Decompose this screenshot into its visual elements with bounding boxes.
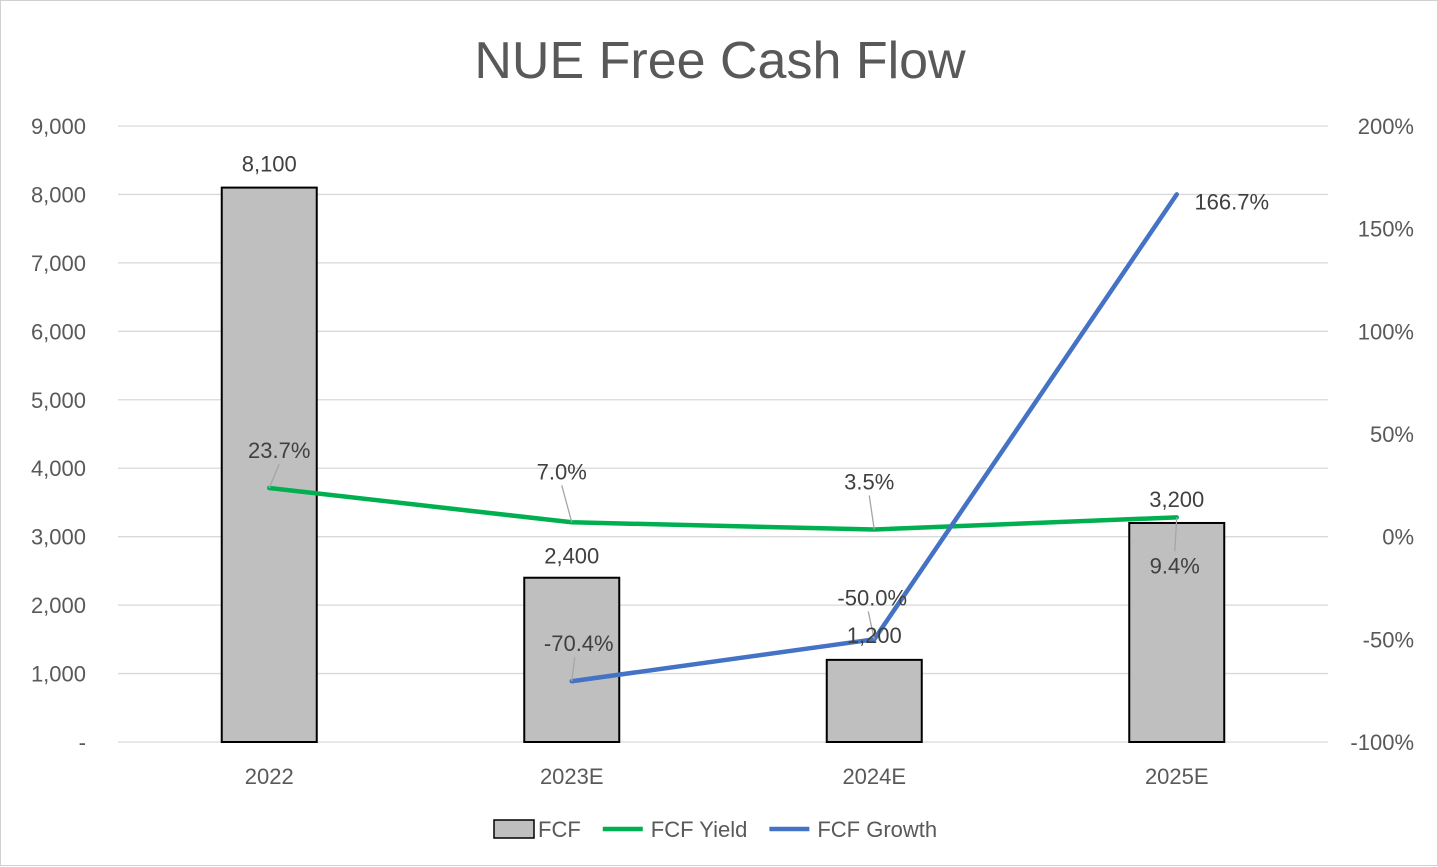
left-tick-label: 3,000 — [31, 525, 86, 550]
legend: FCF FCF Yield FCF Growth — [493, 817, 937, 842]
fcf-yield-data-label: 23.7% — [248, 438, 310, 463]
fcf-yield-data-label: 3.5% — [844, 469, 894, 494]
right-tick-label: 50% — [1370, 422, 1414, 447]
left-tick-label: 7,000 — [31, 251, 86, 276]
leader-line — [571, 657, 576, 682]
right-tick-label: -100% — [1350, 730, 1414, 755]
fcf-growth-data-label: -50.0% — [837, 585, 907, 610]
fcf-bars — [220, 186, 1226, 744]
leader-line — [868, 495, 875, 530]
x-tick-label: 2025E — [1145, 764, 1209, 789]
fcf-data-label: 8,100 — [242, 152, 297, 177]
left-tick-label: 5,000 — [31, 388, 86, 413]
left-axis: - 1,000 2,000 3,000 4,000 5,000 6,000 7,000 8,00… — [31, 114, 86, 755]
fcf-legend-swatch — [493, 819, 535, 839]
data-labels: 8,100 2,400 1,200 3,200 23.7% 7.0% 3.5% 9.4% -70… — [242, 152, 1269, 657]
fcf-bar — [220, 186, 318, 744]
leader-line — [867, 611, 875, 640]
x-tick-label: 2024E — [842, 764, 906, 789]
gridlines — [118, 125, 1328, 743]
x-tick-label: 2023E — [540, 764, 604, 789]
chart-title: NUE Free Cash Flow — [474, 32, 966, 90]
leader-line — [1174, 517, 1178, 552]
fcf-yield-data-label: 7.0% — [537, 459, 587, 484]
fcf-yield-line — [267, 485, 1179, 532]
right-tick-label: 100% — [1358, 319, 1414, 344]
left-tick-label: 6,000 — [31, 319, 86, 344]
right-tick-label: 200% — [1358, 114, 1414, 139]
left-tick-label: 1,000 — [31, 662, 86, 687]
line-series — [267, 192, 1179, 684]
right-axis: -100% -50% 0% 50% 100% 150% 200% — [1350, 114, 1414, 755]
x-tick-label: 2022 — [245, 764, 294, 789]
category-axis: 2022 2023E 2024E 2025E — [245, 764, 1209, 789]
fcf-bar — [523, 576, 621, 743]
leader-line — [561, 485, 573, 523]
left-tick-label: - — [79, 730, 86, 755]
leader-line — [268, 463, 280, 489]
fcf-data-label: 2,400 — [544, 544, 599, 569]
label-leader-lines — [268, 463, 1178, 682]
fcf-bar — [825, 658, 923, 743]
fcf-data-label: 1,200 — [847, 623, 902, 648]
right-tick-label: 0% — [1382, 525, 1414, 550]
left-tick-label: 9,000 — [31, 114, 86, 139]
left-tick-label: 4,000 — [31, 456, 86, 481]
fcf-growth-data-label: 166.7% — [1194, 189, 1269, 214]
left-tick-label: 8,000 — [31, 182, 86, 207]
fcf-legend-label: FCF — [538, 817, 581, 842]
fcf-bar — [1128, 521, 1226, 743]
fcf-data-label: 3,200 — [1149, 487, 1204, 512]
fcf-yield-legend-label: FCF Yield — [651, 817, 748, 842]
fcf-yield-data-label: 9.4% — [1150, 553, 1200, 578]
right-tick-label: -50% — [1363, 627, 1414, 652]
left-tick-label: 2,000 — [31, 593, 86, 618]
right-tick-label: 150% — [1358, 217, 1414, 242]
fcf-growth-legend-label: FCF Growth — [817, 817, 937, 842]
fcf-growth-data-label: -70.4% — [544, 631, 614, 656]
